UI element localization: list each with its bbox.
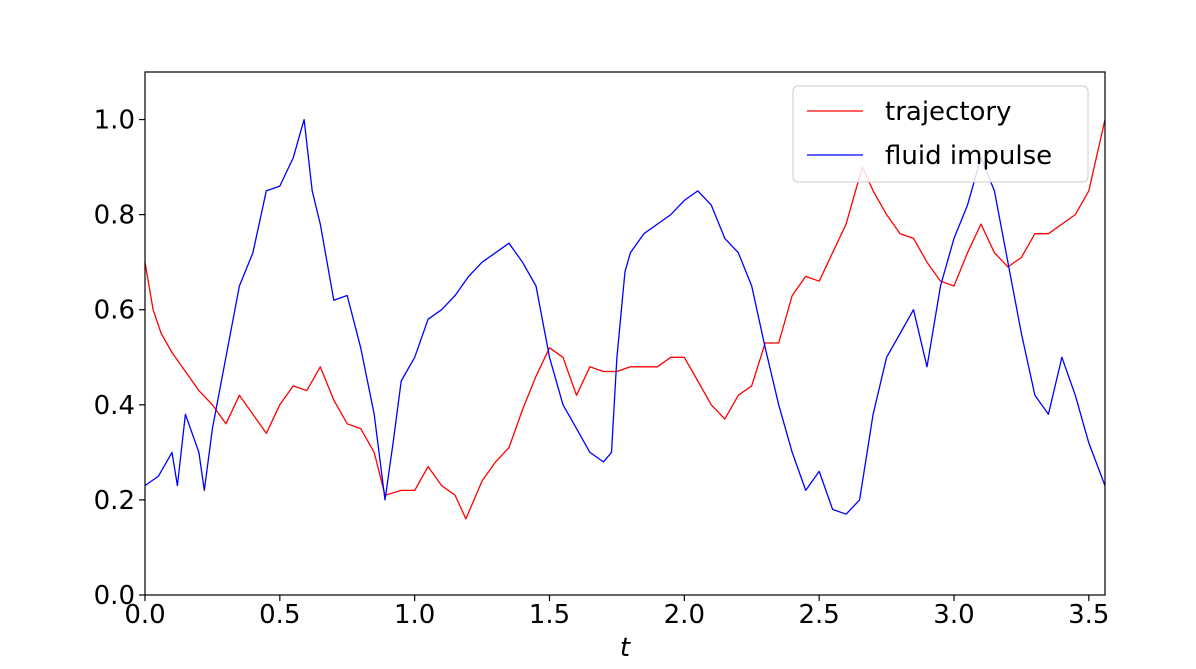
series-layer bbox=[144, 118, 1106, 520]
x-tick-label: 0.5 bbox=[259, 600, 300, 630]
y-tick-label: 0.4 bbox=[94, 391, 135, 421]
y-tick-label: 0.8 bbox=[94, 201, 135, 231]
y-tick-label: 0.0 bbox=[94, 581, 135, 611]
series-line-1 bbox=[144, 118, 1106, 515]
x-tick-label: 3.0 bbox=[933, 600, 974, 630]
x-axis-label: t bbox=[620, 633, 631, 663]
x-tick-label: 1.0 bbox=[394, 600, 435, 630]
x-tick-label: 1.5 bbox=[529, 600, 570, 630]
x-tick-label: 0.0 bbox=[124, 600, 165, 630]
x-tick-label: 2.0 bbox=[664, 600, 705, 630]
series-line-0 bbox=[144, 119, 1106, 520]
legend-box bbox=[792, 85, 1089, 183]
y-axis: 0.0 0.2 0.4 0.6 0.8 1.0 bbox=[94, 106, 145, 611]
y-tick-label: 0.6 bbox=[94, 296, 135, 326]
x-tick-label: 2.5 bbox=[798, 600, 839, 630]
legend: trajectory fluid impulse bbox=[792, 85, 1089, 183]
x-axis: 0.0 0.5 1.0 1.5 2.0 2.5 3.0 3.5 bbox=[124, 595, 1109, 630]
y-tick-label: 1.0 bbox=[94, 106, 135, 136]
legend-label: trajectory bbox=[885, 97, 1012, 127]
plot-frame bbox=[144, 71, 1106, 596]
x-tick-label: 3.5 bbox=[1068, 600, 1109, 630]
y-tick-label: 0.2 bbox=[94, 486, 135, 516]
legend-label: fluid impulse bbox=[885, 141, 1052, 171]
